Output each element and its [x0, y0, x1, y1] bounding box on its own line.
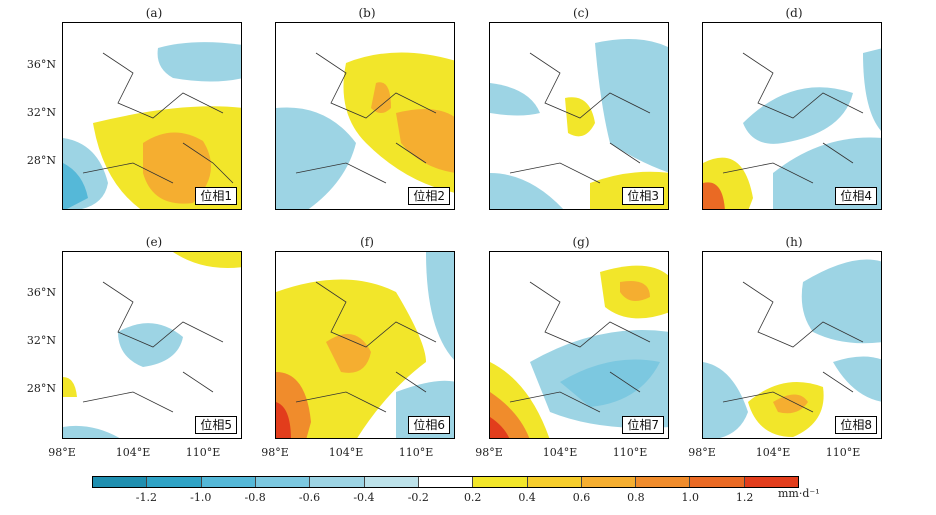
colorbar-tick-label: -0.8: [244, 491, 266, 504]
panel-label-e: (e): [145, 235, 163, 249]
lon-label-104-g: 104°E: [542, 446, 578, 459]
colorbar-segment: [473, 477, 528, 487]
colorbar-tick-label: -1.0: [190, 491, 212, 504]
lon-label-98-h: 98°E: [688, 446, 716, 459]
colorbar-segment: [581, 477, 637, 487]
phase-tag-g: 位相7: [622, 416, 664, 434]
map-panel-f: 位相6: [275, 251, 455, 439]
panel-label-f: (f): [360, 235, 374, 249]
colorbar: [92, 476, 799, 488]
phase-tag-h: 位相8: [835, 416, 877, 434]
lon-label-104-h: 104°E: [755, 446, 791, 459]
colorbar-tick-label: 0.8: [627, 491, 645, 504]
colorbar-segment: [255, 477, 311, 487]
panel-label-h: (h): [785, 235, 803, 249]
lon-label-98-e: 98°E: [48, 446, 76, 459]
precip-field-d: [703, 48, 881, 209]
lon-label-110-h: 110°E: [825, 446, 861, 459]
colorbar-segment: [690, 477, 745, 487]
lat-label-36-row2: 36°N: [26, 286, 56, 299]
lon-label-110-e: 110°E: [185, 446, 221, 459]
lat-label-36-row1: 36°N: [26, 58, 56, 71]
map-panel-h: 位相8: [702, 251, 882, 439]
precip-field-c: [490, 39, 668, 209]
colorbar-tick-label: 0.2: [463, 491, 482, 504]
colorbar-segment: [744, 477, 799, 487]
panel-label-g: (g): [572, 235, 590, 249]
colorbar-tick-label: 1.0: [681, 491, 699, 504]
lat-label-32-row2: 32°N: [26, 334, 56, 347]
colorbar-segment: [310, 477, 365, 487]
panel-label-b: (b): [358, 6, 376, 20]
lon-label-104-f: 104°E: [328, 446, 364, 459]
map-panel-a: 位相1: [62, 22, 242, 210]
precip-field-f: [276, 252, 454, 438]
colorbar-tick-label: 1.2: [735, 491, 754, 504]
phase-tag-c: 位相3: [622, 187, 664, 205]
colorbar-segment: [527, 477, 582, 487]
lat-label-28-row1: 28°N: [26, 154, 56, 167]
map-panel-b: 位相2: [275, 22, 455, 210]
colorbar-segment: [93, 477, 148, 487]
colorbar-segment: [636, 477, 691, 487]
map-panel-d: 位相4: [702, 22, 882, 210]
lat-label-32-row1: 32°N: [26, 106, 56, 119]
colorbar-segment: [147, 477, 202, 487]
precip-field-g: [490, 265, 668, 438]
lat-label-28-row2: 28°N: [26, 382, 56, 395]
precip-field-a: [63, 42, 241, 209]
colorbar-tick-label: -0.2: [407, 491, 429, 504]
panel-label-a: (a): [145, 6, 163, 20]
lon-label-110-g: 110°E: [612, 446, 648, 459]
phase-tag-d: 位相4: [835, 187, 877, 205]
phase-tag-b: 位相2: [408, 187, 450, 205]
phase-tag-f: 位相6: [408, 416, 450, 434]
colorbar-tick-label: 0.6: [572, 491, 591, 504]
lon-label-104-e: 104°E: [115, 446, 151, 459]
colorbar-segment: [418, 477, 474, 487]
panel-label-c: (c): [572, 6, 590, 20]
map-panel-c: 位相3: [489, 22, 669, 210]
colorbar-tick-label: -0.6: [298, 491, 321, 504]
precip-field-e: [63, 252, 241, 438]
map-panel-g: 位相7: [489, 251, 669, 439]
phase-tag-e: 位相5: [195, 416, 237, 434]
precip-field-h: [703, 259, 881, 438]
colorbar-segment: [364, 477, 419, 487]
colorbar-tick-label: -1.2: [135, 491, 157, 504]
lon-label-110-f: 110°E: [398, 446, 434, 459]
lon-label-98-f: 98°E: [261, 446, 289, 459]
colorbar-tick-label: 0.4: [518, 491, 536, 504]
colorbar-unit: mm·d⁻¹: [778, 487, 820, 500]
precip-field-b: [276, 52, 454, 209]
phase-tag-a: 位相1: [195, 187, 237, 205]
lon-label-98-g: 98°E: [475, 446, 503, 459]
colorbar-tick-label: -0.4: [353, 491, 375, 504]
panel-label-d: (d): [785, 6, 803, 20]
map-panel-e: 位相5: [62, 251, 242, 439]
colorbar-segment: [201, 477, 256, 487]
